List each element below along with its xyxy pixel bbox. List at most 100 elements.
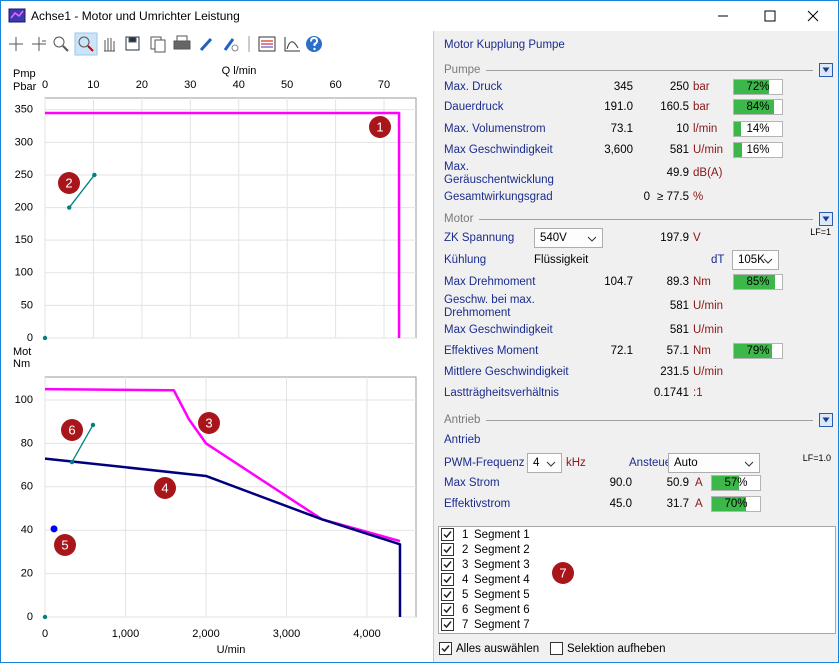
row-setpoint: 89.3 [666, 276, 689, 288]
y-tick-label: 40 [21, 524, 33, 536]
usage-bar-fill [734, 122, 741, 136]
tool-crosshair[interactable] [9, 37, 23, 51]
annotation-badge [61, 419, 83, 441]
panel-header: Motor Kupplung Pumpe [444, 39, 565, 51]
segment-number: 2 [462, 544, 469, 556]
dropdown[interactable]: 540V [534, 228, 603, 248]
row-unit: % [693, 191, 704, 203]
tool-pen[interactable] [199, 37, 213, 52]
usage-bar: 85% [733, 274, 783, 290]
row-value: 104.7 [604, 276, 633, 288]
row-setpoint: 197.9 [660, 232, 689, 244]
load-factor-note: LF=1.0 [802, 453, 831, 463]
check-mark [443, 621, 452, 629]
series-point [90, 422, 96, 428]
row-value: 72.1 [610, 345, 633, 357]
tool-crosshair-2[interactable] [32, 37, 46, 51]
collapse-button[interactable] [819, 212, 833, 226]
checkbox[interactable] [441, 528, 454, 541]
y-tick-label: 250 [15, 169, 33, 181]
row-label: Gesamtwirkungsgrad [444, 191, 553, 203]
segment-list [438, 526, 836, 634]
usage-bar-label: 72% [746, 81, 770, 93]
x-tick-label: 70 [378, 79, 390, 91]
y-tick-label: 300 [15, 136, 33, 148]
annotation-label: 6 [68, 422, 75, 437]
tool-zoom[interactable] [53, 36, 65, 48]
row-label: Max Geschwindigkeit [444, 144, 553, 156]
row-label: Mittlere Geschwindigkeit [444, 366, 569, 378]
check-mark [443, 546, 452, 554]
check-mark [443, 606, 452, 614]
dropdown-arrow [587, 236, 597, 242]
row-text: Flüssigkeit [534, 254, 589, 266]
usage-bar: 79% [733, 343, 783, 359]
checkbox[interactable] [441, 588, 454, 601]
y-axis-title: Nm [13, 358, 30, 370]
row-value: 90.0 [609, 477, 632, 489]
y-tick-label: 0 [27, 332, 33, 344]
row-label: Max Drehmoment [444, 276, 536, 288]
segment-number: 6 [462, 604, 469, 616]
x-tick-label: 50 [281, 79, 293, 91]
checkbox[interactable] [441, 543, 454, 556]
series-point [42, 335, 48, 341]
usage-bar-fill [734, 275, 775, 289]
checkbox[interactable] [441, 603, 454, 616]
checkbox[interactable] [441, 573, 454, 586]
segment-label: Segment 5 [474, 589, 530, 601]
tool-chart[interactable] [284, 37, 300, 52]
annotation-label: 4 [161, 480, 168, 495]
row-setpoint: 0.1741 [653, 387, 689, 399]
dropdown[interactable]: Auto [668, 453, 760, 473]
tool-pen-2[interactable] [223, 38, 235, 51]
row-unit: V [693, 232, 701, 244]
toolbar [9, 32, 322, 56]
close-button[interactable] [807, 10, 819, 22]
y-tick-label: 100 [15, 394, 33, 406]
check-mark [443, 561, 452, 569]
usage-bar: 70% [711, 496, 761, 512]
series-point [69, 459, 75, 465]
section-title: Antrieb [444, 414, 481, 426]
dropdown[interactable]: 4 [527, 453, 562, 473]
segment-label: Segment 7 [474, 619, 530, 631]
usage-bar-fill [734, 143, 742, 157]
dropdown-value: Auto [674, 457, 698, 469]
segment-number: 5 [462, 589, 469, 601]
dropdown-arrow [763, 258, 773, 264]
checkbox[interactable] [439, 642, 452, 655]
dropdown-value: 540V [540, 232, 567, 244]
row-label: Drehmoment [444, 307, 511, 319]
app-icon [8, 8, 26, 23]
usage-bar-fill [734, 80, 769, 94]
checkbox[interactable] [441, 618, 454, 631]
collapse-button[interactable] [819, 413, 833, 427]
row-relation: ≥ [657, 191, 664, 203]
dropdown[interactable]: 105K [732, 250, 779, 270]
row-label: Dauerdruck [444, 101, 504, 113]
row-setpoint: 31.7 [666, 498, 689, 510]
collapse-button[interactable] [819, 63, 833, 77]
row-unit: A [695, 498, 703, 510]
x-tick-label: 1,000 [112, 628, 140, 640]
row-setpoint: 581 [669, 144, 689, 156]
usage-bar: 16% [733, 142, 783, 158]
y-tick-label: 80 [21, 437, 33, 449]
x-tick-label: 4,000 [353, 628, 381, 640]
checkbox[interactable] [441, 558, 454, 571]
x-tick-label: 20 [136, 79, 148, 91]
maximize-button[interactable] [764, 10, 776, 22]
checkbox[interactable] [550, 642, 563, 655]
tool-pan[interactable] [104, 38, 115, 52]
row-label: Effektives Moment [444, 345, 539, 357]
x-tick-label: 2,000 [192, 628, 220, 640]
row-value: 45.0 [609, 498, 632, 510]
row-extra-label: dT [711, 254, 725, 266]
y-tick-label: 100 [15, 267, 33, 279]
segment-number: 7 [462, 619, 469, 631]
y-tick-label: 20 [21, 568, 33, 580]
usage-bar-label: 79% [746, 345, 770, 357]
row-label: Antrieb [444, 434, 481, 446]
